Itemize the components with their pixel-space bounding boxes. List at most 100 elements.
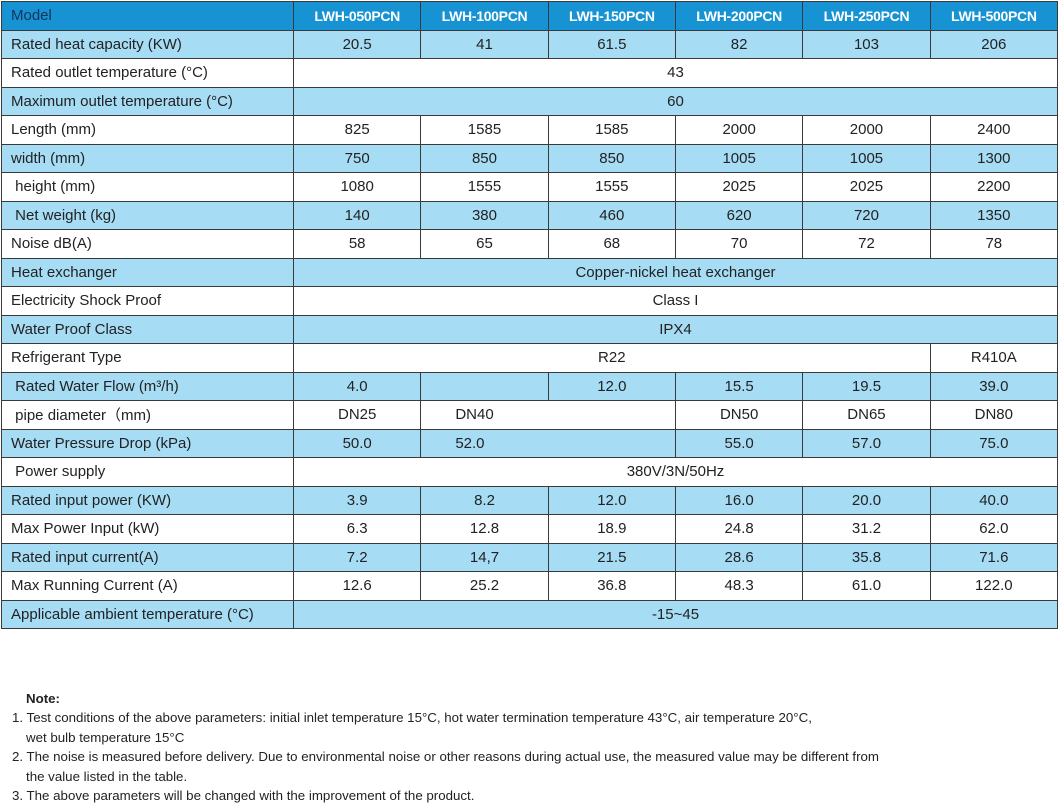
row-label: Electricity Shock Proof xyxy=(1,286,294,316)
table-row: Electricity Shock Proof Class I xyxy=(1,286,1058,316)
table-cell: 206 xyxy=(929,29,1059,59)
table-cell: DN65 xyxy=(802,400,931,430)
table-cell: IPX4 xyxy=(293,314,1058,344)
table-cell: 620 xyxy=(674,200,804,230)
row-label: width (mm) xyxy=(1,143,294,173)
table-cell: 39.0 xyxy=(929,371,1059,401)
table-cell: 71.6 xyxy=(929,542,1059,572)
table-cell: 19.5 xyxy=(802,371,931,401)
row-label: Rated outlet temperature (°C) xyxy=(1,58,294,88)
table-row: Length (mm) 825 1585 1585 2000 2000 2400 xyxy=(1,115,1059,145)
table-cell: 15.5 xyxy=(674,371,804,401)
table-cell: 2025 xyxy=(802,172,931,202)
table-cell: 65 xyxy=(420,229,549,259)
row-label: Net weight (kg) xyxy=(1,200,294,230)
table-row: Rated outlet temperature (°C) 43 xyxy=(1,58,1058,88)
table-row: Water Proof Class IPX4 xyxy=(1,314,1058,344)
table-cell: 68 xyxy=(547,229,676,259)
table-cell xyxy=(420,371,549,401)
table-cell: DN80 xyxy=(929,400,1059,430)
row-label: Rated Water Flow (m³/h) xyxy=(1,371,294,401)
table-row: Max Running Current (A) 12.6 25.2 36.8 48.3 6… xyxy=(1,571,1059,601)
table-cell: 850 xyxy=(420,143,549,173)
table-row: height (mm) 1080 1555 1555 2025 2025 2200 xyxy=(1,172,1059,202)
model-header: LWH-150PCN xyxy=(547,1,676,31)
table-row: Rated input current(A) 7.2 14,7 21.5 28.6 35.… xyxy=(1,542,1059,572)
table-cell: 1350 xyxy=(929,200,1059,230)
table-cell: 55.0 xyxy=(674,428,804,458)
row-label: Heat exchanger xyxy=(1,257,294,287)
row-label: Length (mm) xyxy=(1,115,294,145)
table-row: Rated Water Flow (m³/h) 4.0 12.0 15.5 19.5 39… xyxy=(1,371,1059,401)
table-cell: 24.8 xyxy=(674,514,804,544)
table-cell: 7.2 xyxy=(292,542,422,572)
note-item: 2. The noise is measured before delivery… xyxy=(12,749,879,784)
table-cell: -15~45 xyxy=(293,599,1058,629)
table-cell: 43 xyxy=(293,58,1058,88)
table-cell: 2000 xyxy=(802,115,931,145)
table-cell: 720 xyxy=(802,200,931,230)
table-cell: 20.5 xyxy=(292,29,422,59)
table-row: Maximum outlet temperature (°C) 60 xyxy=(1,86,1058,116)
table-cell: 1585 xyxy=(420,115,549,145)
table-cell: 103 xyxy=(802,29,931,59)
table-cell: 8.2 xyxy=(420,485,549,515)
table-row: Applicable ambient temperature (°C) -15~4… xyxy=(1,599,1058,629)
table-cell: 825 xyxy=(292,115,422,145)
table-cell: 1585 xyxy=(547,115,676,145)
table-row: Water Pressure Drop (kPa) 50.0 52.0 55.0 57.… xyxy=(1,428,1059,458)
table-cell: 75.0 xyxy=(929,428,1059,458)
row-label: Noise dB(A) xyxy=(1,229,294,259)
table-cell: 380 xyxy=(420,200,549,230)
table-cell: 12.0 xyxy=(547,485,676,515)
table-cell: 2200 xyxy=(929,172,1059,202)
model-header: LWH-100PCN xyxy=(420,1,549,31)
row-label: Power supply xyxy=(1,457,294,487)
table-cell: 6.3 xyxy=(292,514,422,544)
row-label: height (mm) xyxy=(1,172,294,202)
row-label: Rated input current(A) xyxy=(1,542,294,572)
table-cell: Class I xyxy=(293,286,1058,316)
table-cell: Copper-nickel heat exchanger xyxy=(293,257,1058,287)
table-cell: DN50 xyxy=(674,400,804,430)
note-item: 1. Test conditions of the above paramete… xyxy=(12,710,812,745)
table-cell: 25.2 xyxy=(420,571,549,601)
table-cell: 1300 xyxy=(929,143,1059,173)
table-cell: 12.0 xyxy=(547,371,676,401)
table-cell: 41 xyxy=(420,29,549,59)
row-label: Water Proof Class xyxy=(1,314,294,344)
table-cell: 20.0 xyxy=(802,485,931,515)
table-cell: 140 xyxy=(292,200,422,230)
table-row: Rated heat capacity (KW) 20.5 41 61.5 82 103 2… xyxy=(1,29,1059,59)
table-cell: 62.0 xyxy=(929,514,1059,544)
table-row: Rated input power (KW) 3.9 8.2 12.0 16.0 20.0… xyxy=(1,485,1059,515)
table-cell: 1005 xyxy=(674,143,804,173)
table-cell: 380V/3N/50Hz xyxy=(293,457,1058,487)
table-cell: 28.6 xyxy=(674,542,804,572)
table-cell: 2400 xyxy=(929,115,1059,145)
table-cell: 21.5 xyxy=(547,542,676,572)
table-cell: DN40 xyxy=(420,400,676,430)
table-cell: R410A xyxy=(929,343,1059,373)
table-cell: 18.9 xyxy=(547,514,676,544)
header-label: Model xyxy=(1,1,294,31)
table-cell: 70 xyxy=(674,229,804,259)
row-label: Rated heat capacity (KW) xyxy=(1,29,294,59)
model-header: LWH-050PCN xyxy=(292,1,422,31)
row-label: Rated input power (KW) xyxy=(1,485,294,515)
table-row: Power supply 380V/3N/50Hz xyxy=(1,457,1058,487)
table-cell: 1555 xyxy=(420,172,549,202)
table-cell: 58 xyxy=(292,229,422,259)
table-cell: 850 xyxy=(547,143,676,173)
row-label: Maximum outlet temperature (°C) xyxy=(1,86,294,116)
table-row: Net weight (kg) 140 380 460 620 720 1350 xyxy=(1,200,1059,230)
table-cell: 60 xyxy=(293,86,1058,116)
model-header: LWH-500PCN xyxy=(929,1,1059,31)
notes-title: Note: xyxy=(26,691,60,706)
table-cell: DN25 xyxy=(292,400,422,430)
table-row: Heat exchanger Copper-nickel heat exchang… xyxy=(1,257,1058,287)
row-label: Max Power Input (kW) xyxy=(1,514,294,544)
table-cell: 50.0 xyxy=(292,428,422,458)
table-cell: 48.3 xyxy=(674,571,804,601)
table-cell: 57.0 xyxy=(802,428,931,458)
